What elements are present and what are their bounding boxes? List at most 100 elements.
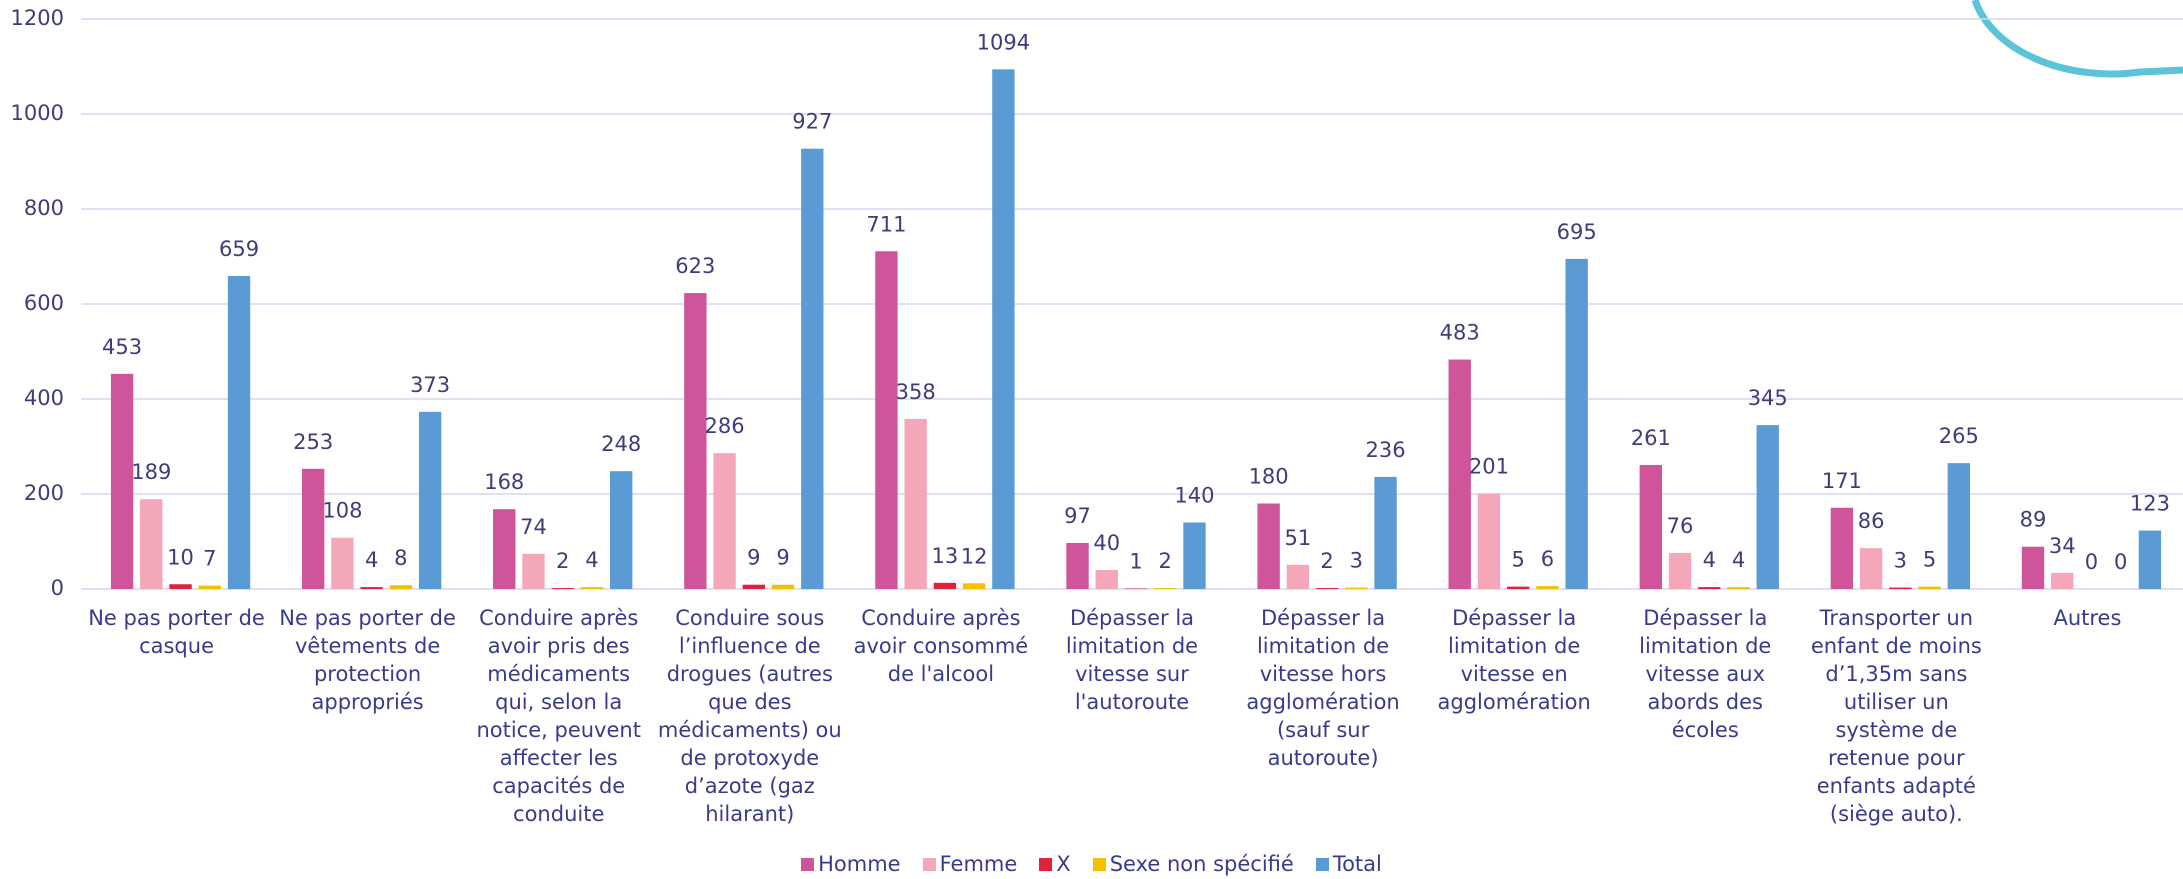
- bar: [389, 585, 413, 589]
- bar: [1257, 503, 1280, 589]
- bar: [742, 584, 765, 589]
- bar: [169, 584, 192, 589]
- legend-swatch: [1092, 857, 1106, 871]
- legend-label: Sexe non spécifié: [1109, 852, 1294, 876]
- y-tick-label: 800: [24, 196, 64, 220]
- legend-item: Sexe non spécifié: [1092, 852, 1294, 876]
- bar: [1698, 587, 1721, 589]
- legend-item: Homme: [801, 852, 901, 876]
- bar: [1477, 493, 1501, 589]
- bar: [713, 453, 736, 589]
- bar: [1374, 476, 1397, 589]
- value-label: 201: [1469, 455, 1509, 479]
- bar: [1830, 507, 1854, 589]
- x-tick-label: Dépasser la limitation de vitesse hors a…: [1246, 606, 1400, 770]
- bar: [2021, 546, 2045, 589]
- value-label: 9: [776, 546, 789, 570]
- x-tick-label: Dépasser la limitation de vitesse sur l'…: [1065, 606, 1199, 714]
- value-label: 286: [705, 414, 745, 438]
- value-label: 3: [1894, 549, 1907, 573]
- bar: [933, 582, 957, 589]
- bar: [1507, 586, 1530, 589]
- value-label: 695: [1557, 220, 1597, 244]
- bar: [140, 499, 163, 589]
- bar: [1536, 586, 1559, 589]
- value-label: 89: [2020, 508, 2047, 532]
- bar: [493, 509, 516, 589]
- bar: [801, 148, 824, 590]
- value-label: 3: [1350, 549, 1363, 573]
- bar: [580, 587, 604, 589]
- value-label: 8: [394, 546, 407, 570]
- legend-swatch: [1315, 857, 1329, 871]
- value-label: 1094: [977, 30, 1030, 54]
- value-label: 168: [484, 470, 524, 494]
- bar: [1918, 586, 1941, 589]
- bar: [904, 418, 927, 589]
- value-label: 4: [1732, 548, 1745, 572]
- x-tick-label: Autres: [2053, 606, 2122, 630]
- y-tick-label: 1200: [11, 6, 64, 30]
- value-label: 86: [1858, 509, 1885, 533]
- value-label: 483: [1440, 321, 1480, 345]
- value-label: 51: [1284, 526, 1311, 550]
- value-label: 358: [896, 380, 936, 404]
- value-label: 180: [1249, 465, 1289, 489]
- bar: [1286, 564, 1310, 589]
- legend-swatch: [1039, 857, 1053, 871]
- y-tick-label: 0: [51, 576, 64, 600]
- value-label: 253: [293, 430, 333, 454]
- value-label: 140: [1174, 484, 1214, 508]
- bar: [522, 553, 545, 589]
- value-label: 34: [2049, 534, 2076, 558]
- bar: [110, 373, 134, 589]
- bar: [1448, 359, 1471, 589]
- bar: [771, 584, 795, 589]
- bar: [2051, 572, 2074, 589]
- value-label: 2: [556, 549, 569, 573]
- bar: [198, 585, 221, 589]
- value-label: 76: [1667, 514, 1694, 538]
- value-label: 623: [675, 254, 715, 278]
- bar: [2138, 530, 2162, 589]
- bar: [1183, 522, 1206, 589]
- legend-label: Femme: [939, 852, 1018, 876]
- value-label: 236: [1366, 438, 1406, 462]
- value-label: 6: [1541, 547, 1554, 571]
- value-label: 261: [1631, 426, 1671, 450]
- value-label: 0: [2085, 550, 2098, 574]
- y-tick-label: 200: [24, 481, 64, 505]
- value-label: 659: [219, 237, 259, 261]
- value-label: 9: [747, 546, 760, 570]
- bar: [1889, 587, 1912, 589]
- bar: [1154, 588, 1177, 589]
- legend: Homme Femme X Sexe non spécifié Total: [0, 852, 2183, 876]
- value-label: 189: [131, 460, 171, 484]
- bar: [301, 468, 325, 589]
- value-label: 373: [410, 373, 450, 397]
- value-label: 4: [365, 548, 378, 572]
- bar: [875, 251, 898, 589]
- bar: [551, 588, 574, 589]
- value-label: 1: [1129, 550, 1142, 574]
- bar: [1756, 425, 1779, 589]
- legend-label: Total: [1332, 852, 1382, 876]
- bar: [1947, 463, 1971, 589]
- x-tick-label: Conduire après avoir pris des médicament…: [476, 606, 641, 826]
- bar: [1859, 548, 1883, 589]
- value-label: 108: [322, 499, 362, 523]
- value-label: 2: [1320, 549, 1333, 573]
- legend-item: X: [1039, 852, 1071, 876]
- value-label: 12: [961, 544, 988, 568]
- bar: [1315, 588, 1339, 589]
- value-label: 7: [203, 547, 216, 571]
- legend-label: Homme: [818, 852, 901, 876]
- value-label: 4: [1703, 548, 1716, 572]
- value-label: 40: [1093, 531, 1120, 555]
- value-label: 711: [866, 212, 906, 236]
- value-label: 5: [1511, 548, 1524, 572]
- bar: [1668, 552, 1692, 589]
- bar: [1095, 570, 1118, 589]
- x-tick-label: Ne pas porter de casque: [88, 606, 265, 658]
